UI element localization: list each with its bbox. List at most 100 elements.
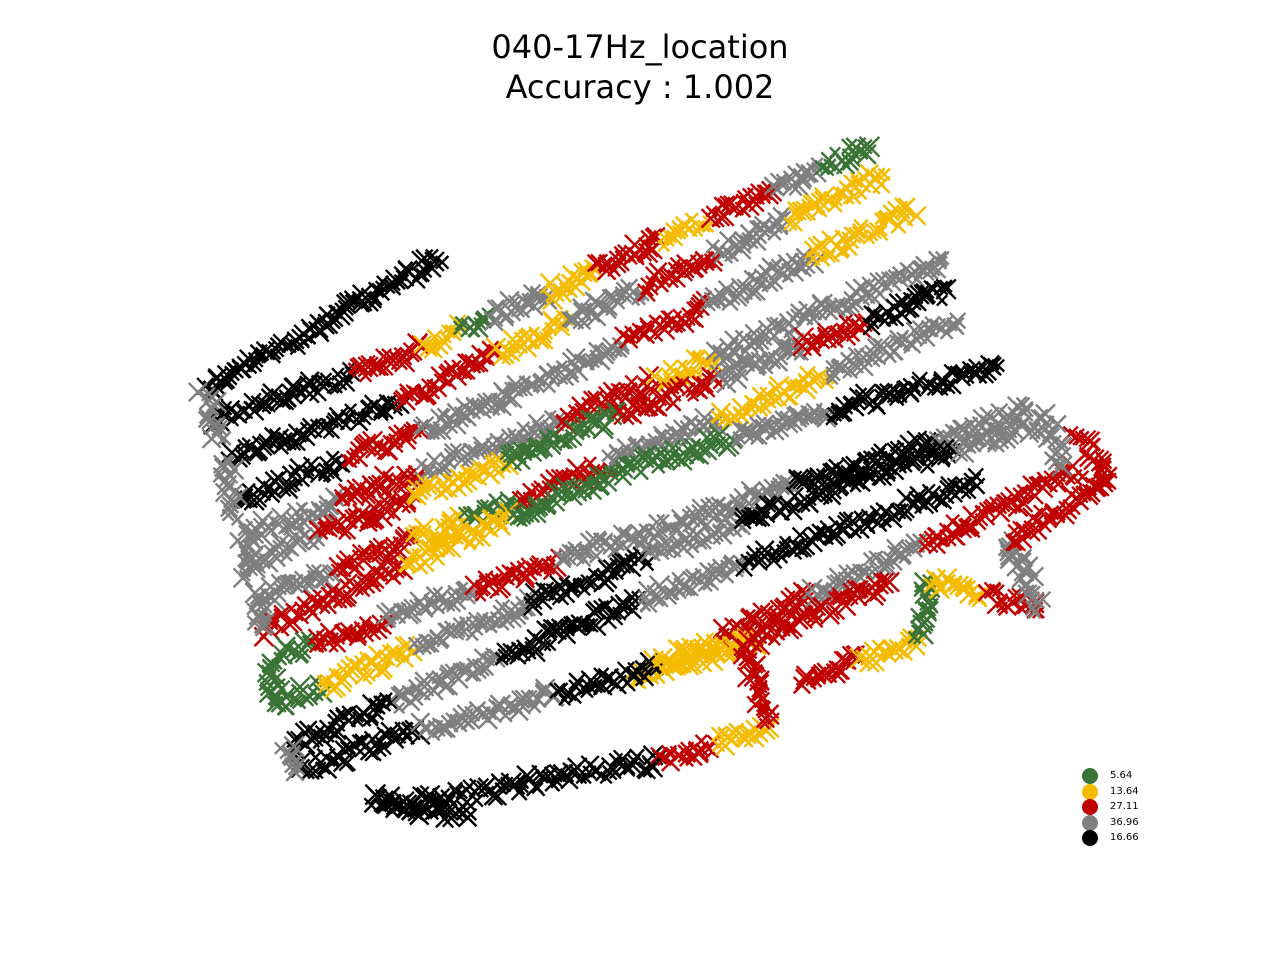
scatter-point (273, 620, 290, 637)
scatter-point (957, 518, 977, 538)
scatter-point (685, 348, 703, 367)
scatter-point (219, 499, 238, 518)
scatter-point (437, 719, 457, 739)
scatter-point (543, 563, 556, 575)
scatter-point (601, 342, 618, 359)
scatter-point (367, 712, 380, 725)
scatter-point (758, 495, 777, 513)
scatter-point (935, 255, 948, 268)
scatter-point (552, 549, 572, 569)
scatter-point (648, 513, 666, 531)
scatter-point (940, 475, 958, 494)
scatter-point (297, 428, 316, 447)
legend-label: 16.66 (1110, 832, 1139, 843)
scatter-point (538, 638, 552, 652)
scatter-point (755, 414, 775, 434)
scatter-point (681, 362, 700, 382)
scatter-point (927, 250, 948, 270)
scatter-point (590, 352, 604, 366)
scatter-point (924, 316, 941, 333)
scatter-point (479, 464, 501, 485)
scatter-point (326, 412, 345, 431)
scatter-point (246, 602, 260, 616)
scatter-point (754, 335, 770, 351)
scatter-point (294, 631, 314, 651)
scatter-point (386, 474, 407, 495)
scatter-point (686, 301, 704, 319)
scatter-point (418, 721, 432, 735)
scatter-point (338, 753, 357, 772)
scatter-point (747, 231, 767, 252)
scatter-point (856, 144, 877, 165)
scatter-point (682, 570, 698, 586)
scatter-point (878, 209, 898, 228)
scatter-point (891, 270, 909, 288)
scatter-point (1054, 435, 1070, 451)
scatter-point (1019, 402, 1035, 418)
scatter-point (458, 587, 477, 605)
scatter-point (334, 739, 353, 758)
scatter-point (760, 392, 777, 409)
scatter-point (565, 347, 586, 369)
scatter-point (597, 597, 615, 615)
scatter-point (891, 265, 908, 281)
scatter-point (816, 326, 830, 339)
scatter-point (706, 355, 724, 373)
scatter-point (822, 249, 836, 263)
scatter-point (462, 505, 481, 525)
scatter-point (287, 757, 306, 776)
scatter-point (660, 446, 682, 468)
scatter-point (664, 439, 682, 457)
scatter-point (393, 701, 406, 715)
scatter-point (910, 607, 927, 625)
scatter-point (759, 482, 777, 500)
scatter-point (733, 230, 752, 249)
scatter-point (229, 531, 247, 550)
scatter-point (243, 523, 265, 545)
scatter-point (1007, 532, 1027, 552)
scatter-point (254, 618, 273, 637)
scatter-point (742, 509, 758, 525)
scatter-point (285, 762, 305, 782)
scatter-point (1048, 414, 1067, 434)
scatter-point (597, 256, 613, 272)
scatter-point (291, 609, 304, 622)
scatter-point (531, 692, 546, 707)
scatter-point (472, 459, 490, 478)
legend-item: 16.66 (1080, 830, 1160, 846)
legend-marker (1082, 814, 1098, 831)
scatter-point (877, 167, 891, 181)
scatter-point (782, 619, 797, 634)
scatter-point (761, 274, 779, 293)
scatter-point (312, 533, 326, 547)
scatter-marks (187, 136, 1118, 829)
scatter-point (623, 588, 641, 606)
scatter-point (582, 577, 596, 591)
scatter-point (489, 694, 512, 716)
scatter-point (812, 663, 832, 683)
scatter-point (997, 597, 1017, 617)
scatter-point (425, 248, 439, 263)
scatter-point (934, 250, 950, 266)
scatter-point (1074, 430, 1090, 446)
scatter-point (448, 314, 467, 332)
scatter-point (319, 372, 333, 386)
scatter-point (735, 637, 758, 660)
scatter-point (545, 282, 565, 303)
scatter-point (581, 354, 596, 369)
scatter-point (882, 204, 900, 222)
scatter-point (515, 639, 537, 660)
scatter-point (873, 383, 894, 403)
scatter-point (879, 571, 900, 593)
scatter-point (671, 224, 687, 240)
scatter-point (664, 222, 683, 240)
scatter-point (765, 327, 784, 345)
scatter-point (1078, 446, 1100, 468)
scatter-point (659, 453, 677, 471)
scatter-point (472, 665, 487, 680)
scatter-point (426, 328, 443, 346)
scatter-point (407, 636, 422, 651)
scatter-point (951, 419, 969, 436)
scatter-point (618, 285, 641, 307)
scatter-point (434, 255, 450, 270)
